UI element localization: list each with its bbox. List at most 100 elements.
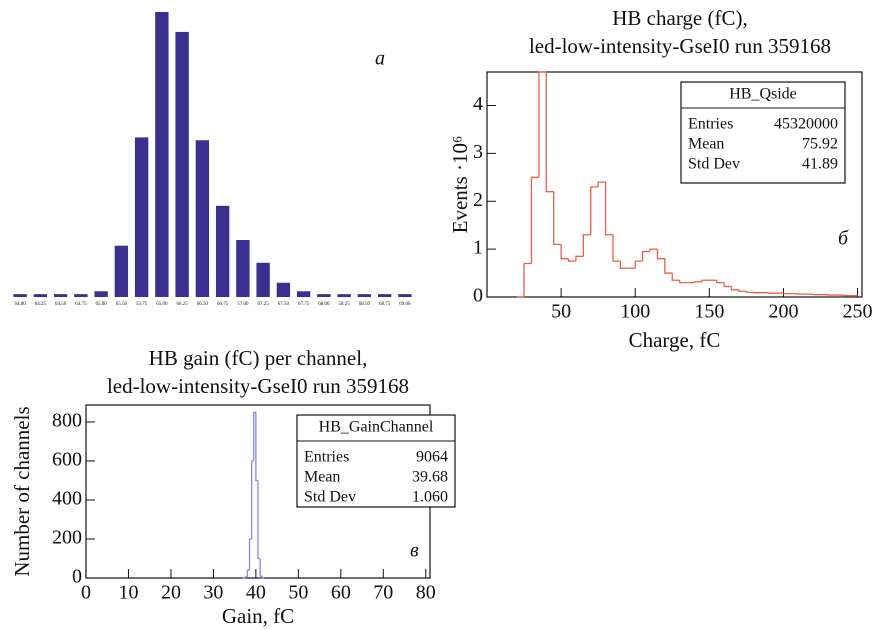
stats-label: Std Dev (688, 156, 740, 173)
bar (195, 140, 210, 297)
x-tick-label: 66.50 (197, 302, 209, 307)
bar (114, 245, 129, 297)
histogram-step (604, 182, 613, 236)
histogram-step (248, 538, 252, 571)
histogram-step (723, 282, 732, 288)
stats-label: Std Dev (304, 489, 356, 506)
x-tick-label: 150 (694, 301, 724, 323)
histogram-step (671, 273, 680, 281)
bar (317, 294, 331, 297)
histogram-step (641, 250, 651, 262)
x-tick-label: 69.00 (399, 302, 411, 307)
stats-label: Mean (688, 136, 724, 153)
stats-value: 1.060 (412, 489, 448, 506)
x-tick-label: 67.25 (258, 302, 270, 307)
stats-value: 39.68 (412, 469, 448, 486)
x-tick-label: 65.50 (116, 302, 128, 307)
x-axis-label: Charge, fC (629, 328, 721, 352)
histogram-step (582, 234, 591, 257)
bar (337, 294, 351, 297)
stats-label: Entries (304, 449, 349, 466)
x-tick-label: 65.00 (96, 302, 108, 307)
x-tick-label: 20 (161, 582, 181, 604)
histogram-step (523, 262, 532, 297)
plot-frame (486, 71, 863, 298)
stats-box (296, 414, 456, 508)
x-tick-label: 10 (118, 582, 138, 604)
x-tick-label: 64.00 (15, 302, 27, 307)
y-axis-label: Events ·10⁶ (448, 136, 472, 234)
histogram-step (538, 71, 547, 178)
y-tick-label: 4 (473, 93, 483, 115)
x-tick-label: 68.75 (379, 302, 391, 307)
histogram-step (545, 72, 554, 193)
histogram-step (745, 291, 754, 293)
stats-label: Entries (688, 116, 733, 133)
x-tick-label: 66.75 (217, 302, 229, 307)
histogram-step (560, 244, 569, 260)
bar (236, 240, 250, 297)
x-tick-label: 0 (81, 582, 91, 604)
x-tick-label: 67.75 (298, 302, 310, 307)
x-tick-label: 50 (551, 301, 571, 323)
y-tick-label: 600 (52, 449, 82, 471)
histogram-step (255, 412, 258, 482)
bar (256, 262, 270, 297)
histogram-step (246, 569, 250, 578)
bar (377, 294, 392, 297)
x-tick-label: 67.50 (278, 302, 290, 307)
stats-box (680, 81, 846, 184)
histogram-step (634, 260, 643, 269)
bar (134, 137, 149, 297)
chart-title: HB charge (fC), (612, 6, 748, 30)
stats-value: 75.92 (802, 136, 838, 153)
x-tick-label: 66.25 (177, 302, 189, 307)
x-tick-label: 70 (373, 582, 393, 604)
bar (155, 12, 169, 297)
x-tick-label: 64.75 (75, 302, 87, 307)
y-tick-label: 1 (473, 237, 483, 259)
histogram-step (656, 249, 665, 260)
histogram-step (567, 258, 576, 262)
histogram-step (693, 281, 702, 283)
histogram-step (250, 460, 254, 539)
stats-value: 9064 (416, 449, 448, 466)
x-tick-label: 50 (288, 582, 308, 604)
bar (357, 294, 372, 297)
y-tick-label: 400 (52, 488, 82, 510)
histogram-step (679, 280, 688, 284)
x-tick-label: 57.00 (237, 302, 249, 307)
x-tick-label: 200 (768, 301, 798, 323)
bar (296, 291, 311, 297)
y-tick-label: 800 (52, 410, 82, 432)
histogram-step (716, 280, 725, 284)
histogram-step (619, 261, 628, 269)
panel-label: б (838, 228, 849, 250)
bar (398, 294, 412, 297)
x-tick-label: 65.00 (156, 302, 168, 307)
histogram-step (244, 576, 248, 578)
bar (215, 205, 230, 297)
x-tick-label: 30 (203, 582, 223, 604)
x-tick-label: 250 (843, 301, 873, 323)
panel-label: а (375, 48, 385, 70)
histogram-step (612, 234, 621, 262)
bar (276, 282, 291, 297)
y-tick-label: 3 (473, 141, 483, 163)
x-tick-label: 53.75 (136, 302, 148, 307)
x-tick-label: 100 (620, 301, 650, 323)
x-tick-label: 40 (246, 582, 266, 604)
bar (53, 294, 68, 297)
panel-label: в (410, 540, 419, 562)
histogram-step (590, 186, 599, 235)
stats-value: 45320000 (774, 116, 838, 133)
chart-title: HB gain (fC) per channel, (149, 346, 368, 370)
histogram-step (261, 576, 265, 579)
bar (74, 294, 88, 297)
histogram-step (738, 289, 747, 292)
y-tick-label: 0 (473, 285, 483, 307)
bar (94, 291, 108, 297)
histogram-step (530, 176, 539, 264)
histogram-step (664, 258, 673, 274)
